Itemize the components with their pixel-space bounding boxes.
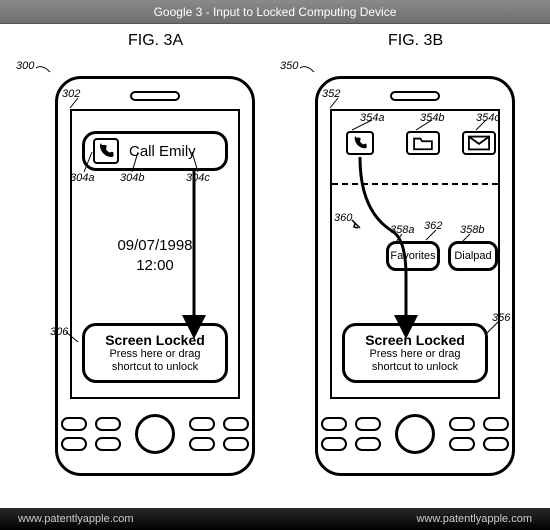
ref-354b: 354b [420,112,444,124]
screen-a: Call Emily 09/07/1998 12:00 Screen Locke… [70,109,240,399]
footer-right: www.patentlyapple.com [416,513,532,525]
ref-304b: 304b [120,172,144,184]
call-label: Call Emily [129,143,196,160]
hw-pill [355,437,381,451]
ref-358b: 358b [460,224,484,236]
phone-b: Favorites Dialpad Screen Locked Press he… [315,76,515,476]
header-bar: Google 3 - Input to Locked Computing Dev… [0,0,550,24]
ref-304a: 304a [70,172,94,184]
favorites-label: Favorites [390,250,435,262]
phone-app-icon [346,131,374,155]
dashed-divider [332,183,498,185]
ref-304c: 304c [186,172,210,184]
lock-sub-b: Press here or drag shortcut to unlock [353,348,477,374]
earpiece-a [130,91,180,101]
hw-pill [223,417,249,431]
header-title: Google 3 - Input to Locked Computing Dev… [154,5,397,19]
hw-pill [449,417,475,431]
ref-354a: 354a [360,112,384,124]
hw-pill [95,417,121,431]
mail-icon [462,131,496,155]
ref-306: 306 [50,326,68,338]
home-button [135,414,175,454]
fig-a-label: FIG. 3A [128,32,183,50]
phone-a: Call Emily 09/07/1998 12:00 Screen Locke… [55,76,255,476]
ref-350: 350 [280,60,298,72]
ref-358a: 358a [390,224,414,236]
ref-360: 360 [334,212,352,224]
dialpad-label: Dialpad [454,250,491,262]
hw-pill [95,437,121,451]
lock-box-a: Screen Locked Press here or drag shortcu… [82,323,228,383]
lock-title-b: Screen Locked [353,332,477,348]
lock-box-b: Screen Locked Press here or drag shortcu… [342,323,488,383]
hw-pill [483,417,509,431]
favorites-box: Favorites [386,241,440,271]
fig-b-label: FIG. 3B [388,32,443,50]
hw-buttons-b [318,407,512,461]
home-button [395,414,435,454]
hw-pill [321,417,347,431]
datetime: 09/07/1998 12:00 [72,236,238,275]
figure-canvas: FIG. 3A 300 Call Emily 09/07/1998 12:00 … [0,24,550,506]
hw-pill [449,437,475,451]
footer-bar: www.patentlyapple.com www.patentlyapple.… [0,508,550,530]
hw-pill [321,437,347,451]
lock-title-a: Screen Locked [93,332,217,348]
hw-pill [189,417,215,431]
call-shortcut-bar: Call Emily [82,131,228,171]
dialpad-box: Dialpad [448,241,498,271]
folder-icon [406,131,440,155]
ref-300: 300 [16,60,34,72]
hw-pill [223,437,249,451]
ref-356: 356 [492,312,510,324]
footer-left: www.patentlyapple.com [18,513,134,525]
hw-pill [355,417,381,431]
ref-302: 302 [62,88,80,100]
ref-362: 362 [424,220,442,232]
hw-pill [189,437,215,451]
hw-pill [61,437,87,451]
hw-pill [61,417,87,431]
ref-352: 352 [322,88,340,100]
hw-pill [483,437,509,451]
time-text: 12:00 [72,256,238,276]
date-text: 09/07/1998 [72,236,238,256]
phone-icon [93,138,119,164]
earpiece-b [390,91,440,101]
screen-b: Favorites Dialpad Screen Locked Press he… [330,109,500,399]
lock-sub-a: Press here or drag shortcut to unlock [93,348,217,374]
ref-354c: 354c [476,112,500,124]
hw-buttons-a [58,407,252,461]
